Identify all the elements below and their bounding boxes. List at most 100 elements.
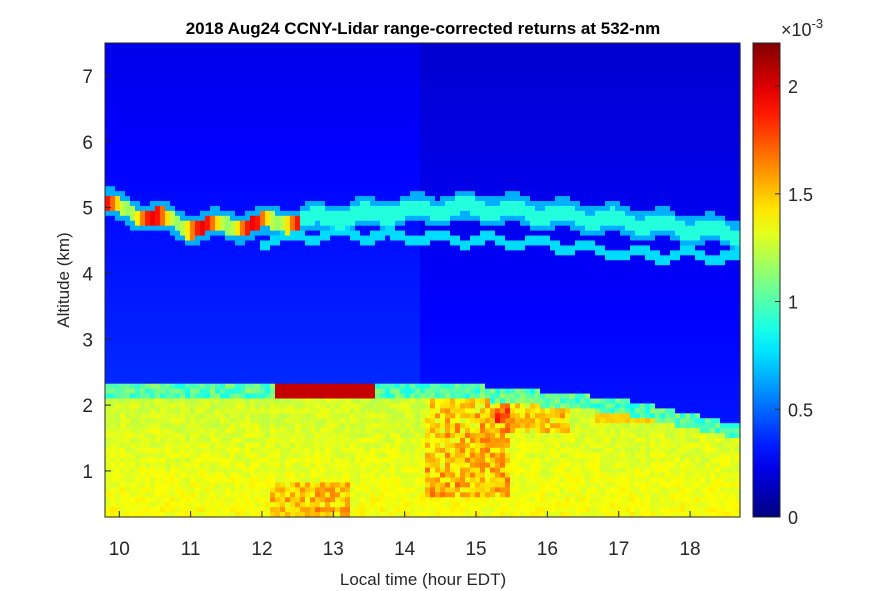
heatmap-cell <box>345 235 351 242</box>
heatmap-cell <box>125 482 131 488</box>
heatmap-cell <box>255 304 261 311</box>
heatmap-cell <box>320 225 326 232</box>
heatmap-cell <box>175 97 181 103</box>
heatmap-cell <box>125 67 131 74</box>
heatmap-cell <box>350 457 356 464</box>
heatmap-cell <box>275 186 281 192</box>
heatmap-cell <box>195 191 201 197</box>
heatmap-cell <box>270 363 276 370</box>
heatmap-cell <box>200 117 206 123</box>
heatmap-cell <box>140 52 146 59</box>
heatmap-cell <box>175 156 181 163</box>
heatmap-cell <box>345 284 351 291</box>
heatmap-cell <box>175 349 181 355</box>
heatmap-cell <box>195 107 201 113</box>
heatmap-cell <box>265 354 271 360</box>
heatmap-cell <box>210 383 216 390</box>
heatmap-cell <box>290 77 296 84</box>
heatmap-cell <box>150 255 156 261</box>
heatmap-cell <box>175 442 181 449</box>
heatmap-cell <box>315 112 321 118</box>
heatmap-cell <box>160 383 166 390</box>
heatmap-cell <box>200 176 206 182</box>
heatmap-cell <box>310 329 316 335</box>
heatmap-cell <box>125 260 131 266</box>
heatmap-cell <box>110 492 116 498</box>
heatmap-cell <box>250 102 256 108</box>
heatmap-cell <box>330 161 336 168</box>
heatmap-cell <box>175 344 181 350</box>
heatmap-cell <box>120 294 126 301</box>
heatmap-cell <box>255 438 261 444</box>
heatmap-cell <box>180 309 186 316</box>
heatmap-cell <box>210 270 216 276</box>
heatmap-cell <box>270 141 276 148</box>
heatmap-cell <box>180 171 186 177</box>
heatmap-cell <box>255 117 261 123</box>
heatmap-cell <box>120 205 126 212</box>
heatmap-cell <box>270 117 276 123</box>
heatmap-cell <box>355 62 361 69</box>
heatmap-cell <box>320 423 326 429</box>
heatmap-cell <box>140 403 146 409</box>
heatmap-cell <box>320 467 326 474</box>
heatmap-cell <box>305 280 311 286</box>
heatmap-cell <box>210 181 216 187</box>
heatmap-cell <box>220 423 226 429</box>
heatmap-cell <box>245 92 251 98</box>
heatmap-cell <box>140 467 146 474</box>
heatmap-cell <box>190 467 196 474</box>
heatmap-cell <box>110 215 116 222</box>
heatmap-cell <box>190 359 196 365</box>
heatmap-cell <box>275 181 281 187</box>
heatmap-cell <box>265 472 271 479</box>
heatmap-cell <box>220 161 226 168</box>
heatmap-cell <box>250 487 256 493</box>
heatmap-cell <box>245 413 251 419</box>
heatmap-cell <box>190 112 196 118</box>
heatmap-cell <box>350 57 356 64</box>
heatmap-cell <box>120 186 126 192</box>
heatmap-cell <box>305 457 311 464</box>
heatmap-cell <box>225 378 231 385</box>
heatmap-cell <box>260 47 266 54</box>
heatmap-cell <box>300 43 306 49</box>
heatmap-cell <box>290 403 296 409</box>
heatmap-cell <box>195 507 201 513</box>
heatmap-cell <box>175 82 181 89</box>
heatmap-cell <box>240 452 246 459</box>
heatmap-cell <box>210 151 216 158</box>
heatmap-cell <box>350 275 356 281</box>
heatmap-cell <box>140 235 146 242</box>
heatmap-cell <box>265 433 271 439</box>
heatmap-cell <box>135 368 141 375</box>
heatmap-cell <box>315 72 321 79</box>
heatmap-cell <box>175 102 181 108</box>
heatmap-cell <box>180 359 186 365</box>
heatmap-cell <box>345 373 351 380</box>
heatmap-cell <box>220 181 226 187</box>
heatmap-cell <box>260 136 266 143</box>
heatmap-cell <box>330 428 336 434</box>
heatmap-cell <box>330 418 336 424</box>
heatmap-cell <box>350 181 356 187</box>
heatmap-cell <box>235 43 241 49</box>
heatmap-cell <box>320 72 326 79</box>
heatmap-cell <box>340 171 346 177</box>
heatmap-cell <box>200 265 206 271</box>
heatmap-cell <box>155 92 161 98</box>
heatmap-cell <box>290 176 296 182</box>
heatmap-cell <box>130 418 136 424</box>
heatmap-cell <box>315 383 321 390</box>
heatmap-cell <box>215 344 221 350</box>
heatmap-cell <box>365 52 371 59</box>
heatmap-cell <box>250 452 256 459</box>
heatmap-cell <box>260 201 266 207</box>
heatmap-cell <box>120 472 126 479</box>
heatmap-cell <box>245 210 251 217</box>
heatmap-cell <box>295 97 301 103</box>
heatmap-cell <box>220 215 226 222</box>
heatmap-cell <box>195 270 201 276</box>
heatmap-cell <box>115 368 121 375</box>
heatmap-cell <box>230 334 236 340</box>
